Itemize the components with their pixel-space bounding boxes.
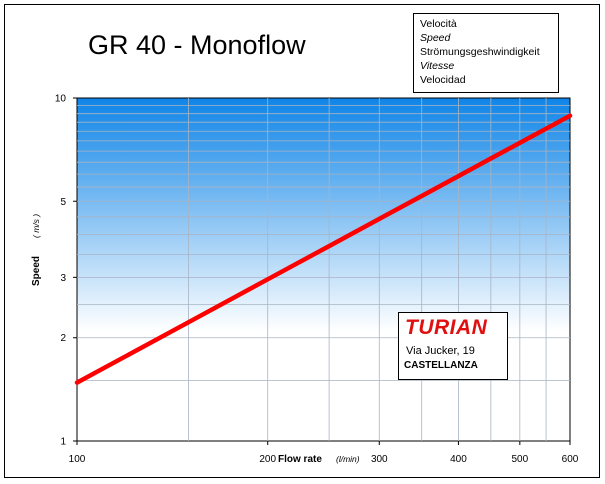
- x-tick-label: 500: [511, 454, 528, 465]
- y-tick-label: 3: [60, 273, 66, 284]
- grid-lines: [77, 98, 570, 441]
- x-tick-label: 200: [259, 454, 276, 465]
- legend-line-it: Velocità: [420, 18, 457, 30]
- y-tick-label: 10: [55, 94, 67, 105]
- company-logo: TURIAN: [405, 316, 488, 339]
- series-layer: [74, 113, 573, 385]
- y-tick-label: 1: [60, 437, 66, 448]
- x-tick-label: 300: [371, 454, 388, 465]
- company-address: Via Jucker, 19: [406, 345, 475, 357]
- x-axis-label: Flow rate: [278, 454, 322, 465]
- chart-title: GR 40 - Monoflow: [88, 30, 306, 60]
- company-box: TURIAN Via Jucker, 19 CASTELLANZA: [398, 312, 508, 380]
- legend-line-de: Strömungsgeshwindigkeit: [420, 46, 540, 58]
- x-tick-label: 400: [450, 454, 467, 465]
- axis-labels: Flow rate (l/min) Speed ( m/s ): [31, 214, 360, 465]
- language-legend: Velocità Speed Strömungsgeshwindigkeit V…: [413, 13, 559, 93]
- x-axis-unit: (l/min): [336, 454, 360, 464]
- y-tick-label: 2: [60, 333, 66, 344]
- tick-labels: 1 2 3 5 10 100 200 300 400 500 600: [55, 94, 579, 466]
- y-axis-label: Speed: [31, 256, 42, 286]
- company-city: CASTELLANZA: [404, 360, 478, 371]
- plot-area: [76, 97, 571, 442]
- y-tick-label: 5: [60, 197, 66, 208]
- legend-line-es: Velocidad: [420, 74, 466, 86]
- x-tick-label: 100: [69, 454, 86, 465]
- x-tick-label: 600: [562, 454, 579, 465]
- legend-line-en: Speed: [420, 32, 451, 44]
- legend-line-fr: Vitesse: [420, 60, 455, 72]
- y-axis-unit: ( m/s ): [31, 214, 41, 238]
